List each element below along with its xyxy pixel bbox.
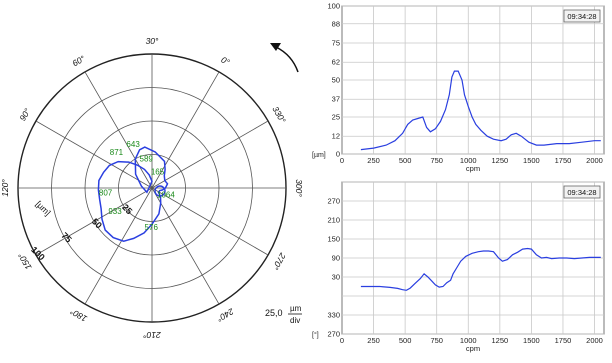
rotation-arrow-icon	[275, 46, 299, 73]
polar-grid-spoke	[84, 71, 153, 189]
polar-radial-label: 50	[90, 216, 104, 230]
polar-angle-label: 300°	[294, 179, 304, 197]
y-tick-label: 270	[327, 330, 340, 339]
polar-point-label: 165	[151, 168, 165, 177]
y-tick-label: 25	[332, 113, 340, 122]
x-tick-label: 500	[399, 156, 412, 165]
x-tick-label: 500	[399, 336, 412, 345]
time-label: 09:34:28	[567, 12, 596, 21]
polar-angle-label: 0°	[219, 54, 232, 67]
polar-grid-spoke	[151, 187, 269, 256]
y-tick-label: 88	[332, 19, 340, 28]
polar-point-label: 576	[145, 223, 159, 232]
series-line	[360, 70, 601, 151]
y-unit-label: [°]	[312, 331, 319, 339]
polar-angle-label: 240°	[215, 306, 237, 324]
y-unit-label: [µm]	[312, 152, 326, 159]
polar-point-label: 643	[126, 140, 140, 149]
x-tick-label: 1250	[491, 156, 508, 165]
polar-angle-label: 180°	[68, 306, 89, 324]
polar-angle-label: 30°	[146, 36, 159, 46]
polar-grid-spoke	[35, 187, 153, 256]
y-tick-label: 37	[332, 95, 340, 104]
time-badge	[563, 9, 601, 23]
scale-unit-top: µm	[290, 304, 302, 313]
polar-grid-spoke	[84, 187, 153, 305]
x-axis-label: cpm	[466, 344, 480, 353]
polar-response-curve	[97, 146, 169, 242]
polar-grid-spoke	[151, 120, 269, 189]
polar-angle-label: 150°	[16, 251, 34, 272]
y-tick-label: 330	[327, 311, 340, 320]
time-label: 09:34:28	[567, 188, 596, 197]
y-tick-label: 12	[332, 132, 340, 141]
y-tick-label: 0	[336, 150, 340, 159]
y-tick-label: 75	[332, 39, 340, 48]
x-tick-label: 2000	[586, 336, 603, 345]
polar-grid-spoke	[35, 120, 153, 189]
scale-value: 25,0	[265, 308, 283, 318]
polar-angle-label: 270°	[270, 250, 288, 272]
polar-plot: 0° 30° 60° 90° 120° 150° 180° 210° 240° 270° 300° 3…	[0, 36, 304, 340]
x-tick-label: 0	[340, 156, 344, 165]
y-tick-label: 50	[332, 76, 340, 85]
polar-angle-label: 60°	[71, 53, 88, 68]
x-tick-label: 250	[367, 156, 380, 165]
amplitude-chart-panel: 0 250 500 750 1000 1250 1500 1750 2000 0 12 25 37 50 6…	[306, 0, 612, 178]
y-tick-label: 100	[327, 2, 340, 11]
y-tick-label: 270	[327, 197, 340, 206]
x-tick-label: 1750	[555, 156, 572, 165]
polar-angle-label: 210°	[143, 330, 162, 340]
y-tick-label: 90	[332, 254, 340, 263]
x-tick-label: 2000	[586, 156, 603, 165]
scale-unit-bottom: div	[290, 316, 300, 325]
y-tick-label: 150	[327, 235, 340, 244]
x-tick-label: 1000	[460, 336, 477, 345]
x-tick-label: 1000	[460, 156, 477, 165]
polar-angle-label: 120°	[0, 179, 10, 197]
x-axis-label: cpm	[466, 164, 480, 173]
polar-point-label: 871	[110, 148, 124, 157]
x-tick-label: 250	[367, 336, 380, 345]
series-line	[360, 247, 601, 291]
x-tick-label: 1500	[523, 336, 540, 345]
polar-point-label: 807	[99, 188, 113, 197]
polar-angle-label: 330°	[270, 104, 288, 125]
amplitude-chart: 0 250 500 750 1000 1250 1500 1750 2000 0 12 25 37 50 6…	[312, 2, 605, 173]
polar-inner-loop	[154, 185, 166, 197]
x-tick-label: 0	[340, 336, 344, 345]
polar-plot-panel: 0° 30° 60° 90° 120° 150° 180° 210° 240° 270° 300° 3…	[0, 36, 304, 340]
polar-radial-label: 25	[120, 202, 134, 216]
polar-angle-label: 90°	[17, 106, 32, 123]
x-tick-label: 1250	[491, 336, 508, 345]
phase-chart-panel: 0 250 500 750 1000 1250 1500 1750 2000 270 330 30 90…	[306, 178, 612, 358]
x-tick-label: 750	[430, 156, 443, 165]
rotation-arrow-head-icon	[270, 43, 281, 51]
y-tick-label: 62	[332, 58, 340, 67]
y-tick-label: 30	[332, 273, 340, 282]
x-tick-label: 750	[430, 336, 443, 345]
polar-point-label: 1064	[157, 190, 175, 199]
polar-grid-spoke	[151, 71, 220, 189]
phase-chart: 0 250 500 750 1000 1250 1500 1750 2000 270 330 30 90…	[312, 181, 605, 353]
polar-grid-spoke	[151, 187, 220, 305]
x-tick-label: 1500	[523, 156, 540, 165]
polar-point-label: 589	[140, 154, 154, 163]
polar-point-label: 933	[108, 207, 122, 216]
x-tick-label: 1750	[555, 336, 572, 345]
polar-radial-label: 75	[60, 230, 74, 244]
y-tick-label: 210	[327, 216, 340, 225]
time-badge	[563, 185, 601, 199]
